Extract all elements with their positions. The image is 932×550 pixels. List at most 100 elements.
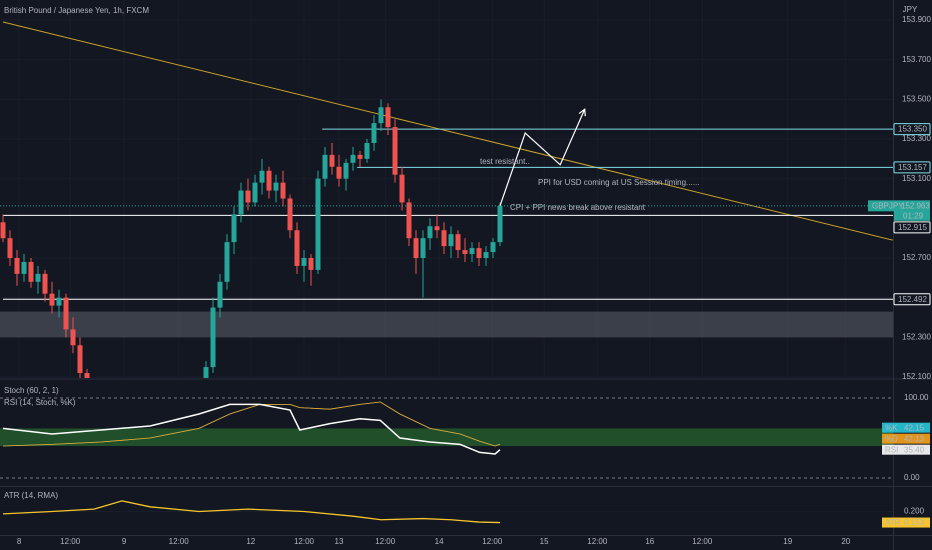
candle-body bbox=[455, 234, 461, 251]
candle-body bbox=[441, 230, 447, 247]
x-tick-label: 12:00 bbox=[60, 537, 81, 546]
value-label-bg bbox=[882, 517, 930, 528]
symbol-label: GBPJPY bbox=[872, 201, 904, 210]
x-tick-label: 12:00 bbox=[169, 537, 190, 546]
x-tick-label: 12:00 bbox=[294, 537, 315, 546]
candle-body bbox=[56, 297, 62, 306]
last-price-bg bbox=[868, 200, 930, 212]
candle-body bbox=[364, 142, 370, 159]
indicator-line bbox=[2, 403, 501, 455]
x-tick-label: 12:00 bbox=[375, 537, 396, 546]
candle-body bbox=[224, 242, 230, 282]
series-name: %D bbox=[885, 434, 898, 443]
atr-line bbox=[2, 500, 501, 524]
indicator-title: Stoch (60, 2, 1) bbox=[4, 386, 59, 395]
candle-body bbox=[252, 182, 258, 203]
candle-body bbox=[294, 230, 300, 266]
candle-body bbox=[308, 258, 314, 270]
value-label: 42.15 bbox=[904, 423, 925, 432]
candle-body bbox=[231, 214, 237, 243]
candle-body bbox=[280, 182, 286, 199]
candle-body bbox=[392, 127, 398, 175]
candle-body bbox=[476, 248, 482, 258]
annotation: CPI + PPI news break above resistant bbox=[510, 203, 646, 212]
annotation: test resistant.. bbox=[480, 157, 530, 166]
value-label: 0.153 bbox=[904, 518, 925, 527]
x-tick-label: 8 bbox=[17, 537, 22, 546]
overlay: 8 12:00 9 12:00 12 12:00 13 12:00 14 12:00 15 12:00… bbox=[17, 15, 932, 546]
candle-body bbox=[14, 258, 20, 274]
candle-body bbox=[469, 248, 475, 255]
candle-body bbox=[385, 107, 391, 128]
candle-body bbox=[427, 226, 433, 239]
y-tick-label: 152.300 bbox=[902, 332, 931, 341]
candle-body bbox=[203, 367, 209, 378]
level-label-bg bbox=[893, 123, 931, 136]
x-tick-label: 15 bbox=[540, 537, 549, 546]
level-label: 152.492 bbox=[898, 295, 927, 304]
series-name: RSI bbox=[885, 445, 898, 454]
candle-body bbox=[371, 123, 377, 143]
x-tick-label: 12:00 bbox=[692, 537, 713, 546]
candle-body bbox=[399, 174, 405, 203]
candle-body bbox=[7, 238, 13, 258]
candle-body bbox=[70, 329, 76, 346]
x-tick-label: 12:00 bbox=[482, 537, 503, 546]
candle-body bbox=[259, 170, 265, 183]
x-tick-label: 19 bbox=[783, 537, 792, 546]
x-tick-label: 14 bbox=[435, 537, 444, 546]
level-label: 153.157 bbox=[898, 163, 927, 172]
candle-body bbox=[77, 345, 83, 374]
trendline bbox=[2, 21, 893, 241]
candle-body bbox=[357, 154, 363, 159]
value-label-bg bbox=[882, 433, 930, 444]
y-tick-label: 153.700 bbox=[902, 55, 931, 64]
value-label: 42.13 bbox=[904, 434, 925, 443]
candle-body bbox=[406, 202, 412, 239]
x-tick-label: 16 bbox=[645, 537, 654, 546]
candle-body bbox=[238, 190, 244, 215]
level-label: 153.350 bbox=[898, 125, 927, 134]
candle-body bbox=[413, 238, 419, 258]
x-tick-label: 9 bbox=[122, 537, 127, 546]
level-label-bg bbox=[893, 161, 931, 174]
value-label-bg bbox=[882, 422, 930, 433]
y-tick-label: 153.100 bbox=[902, 174, 931, 183]
price-pane bbox=[0, 21, 893, 378]
candle-body bbox=[497, 205, 503, 243]
currency-label: JPY bbox=[903, 5, 918, 14]
candle-body bbox=[210, 307, 216, 368]
candle-body bbox=[0, 222, 6, 239]
candle-body bbox=[462, 250, 468, 255]
series-name: ATR bbox=[885, 518, 901, 527]
y-tick-label: 0.00 bbox=[904, 473, 920, 482]
candle-body bbox=[448, 234, 454, 247]
candle-body bbox=[322, 154, 328, 179]
rsi-band bbox=[0, 428, 893, 446]
candle-body bbox=[273, 182, 279, 191]
candle-body bbox=[84, 373, 90, 378]
candle-body bbox=[35, 273, 41, 282]
candle-body bbox=[420, 238, 426, 258]
candle-body bbox=[287, 198, 293, 231]
level-label-bg bbox=[893, 221, 931, 234]
chart-title: British Pound / Japanese Yen, 1h, FXCM bbox=[4, 6, 149, 15]
candle-body bbox=[378, 107, 384, 124]
y-tick-label: 100.00 bbox=[904, 393, 929, 402]
candle-body bbox=[329, 154, 335, 167]
candle-body bbox=[490, 242, 496, 253]
y-tick-label: 153.500 bbox=[902, 94, 931, 103]
candle-body bbox=[217, 281, 223, 308]
countdown: 01:29 bbox=[903, 211, 924, 220]
y-tick-label: 0.200 bbox=[904, 507, 925, 516]
x-tick-label: 12 bbox=[246, 537, 255, 546]
support-zone bbox=[0, 311, 893, 338]
y-tick-label: 152.700 bbox=[902, 253, 931, 262]
x-tick-label: 13 bbox=[335, 537, 344, 546]
annotation: PPI for USD coming at US Session timing.… bbox=[538, 178, 699, 187]
value-label: 35.40 bbox=[904, 445, 925, 454]
value-label-bg bbox=[882, 444, 930, 455]
x-tick-label: 12:00 bbox=[587, 537, 608, 546]
level-label: 152.915 bbox=[898, 223, 927, 232]
